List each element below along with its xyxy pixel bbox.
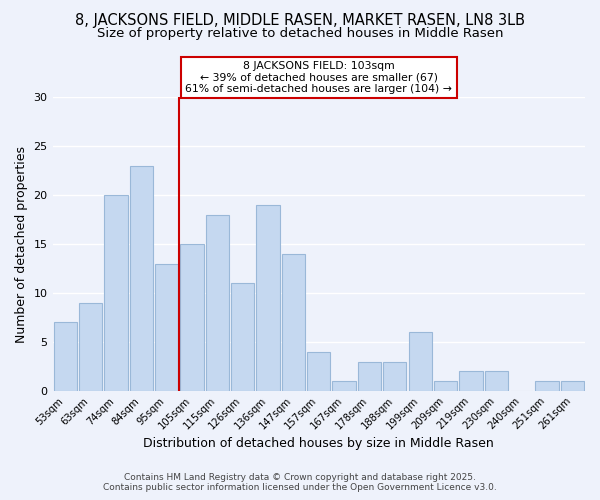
Bar — [155, 264, 178, 391]
Bar — [282, 254, 305, 391]
Bar — [181, 244, 203, 391]
Bar — [53, 322, 77, 391]
Bar — [231, 283, 254, 391]
Bar — [256, 205, 280, 391]
Y-axis label: Number of detached properties: Number of detached properties — [15, 146, 28, 342]
Bar — [560, 381, 584, 391]
X-axis label: Distribution of detached houses by size in Middle Rasen: Distribution of detached houses by size … — [143, 437, 494, 450]
Bar — [485, 372, 508, 391]
Bar — [104, 195, 128, 391]
Text: 8 JACKSONS FIELD: 103sqm
← 39% of detached houses are smaller (67)
61% of semi-d: 8 JACKSONS FIELD: 103sqm ← 39% of detach… — [185, 61, 452, 94]
Bar — [332, 381, 356, 391]
Bar — [130, 166, 153, 391]
Text: 8, JACKSONS FIELD, MIDDLE RASEN, MARKET RASEN, LN8 3LB: 8, JACKSONS FIELD, MIDDLE RASEN, MARKET … — [75, 12, 525, 28]
Text: Contains HM Land Registry data © Crown copyright and database right 2025.
Contai: Contains HM Land Registry data © Crown c… — [103, 473, 497, 492]
Bar — [535, 381, 559, 391]
Bar — [409, 332, 432, 391]
Bar — [358, 362, 381, 391]
Bar — [459, 372, 482, 391]
Bar — [434, 381, 457, 391]
Bar — [307, 352, 331, 391]
Bar — [206, 214, 229, 391]
Bar — [383, 362, 406, 391]
Bar — [79, 303, 102, 391]
Text: Size of property relative to detached houses in Middle Rasen: Size of property relative to detached ho… — [97, 28, 503, 40]
